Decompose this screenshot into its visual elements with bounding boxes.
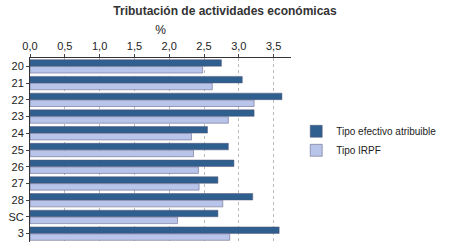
svg-text:26: 26	[12, 161, 24, 173]
svg-text:Tipo efectivo atribuible: Tipo efectivo atribuible	[336, 126, 436, 137]
svg-text:22: 22	[12, 94, 24, 106]
svg-text:21: 21	[12, 77, 24, 89]
svg-text:0,0: 0,0	[22, 40, 37, 52]
svg-text:3,0: 3,0	[231, 40, 246, 52]
svg-text:25: 25	[12, 144, 24, 156]
svg-text:3: 3	[18, 227, 24, 239]
svg-text:27: 27	[12, 177, 24, 189]
svg-text:23: 23	[12, 110, 24, 122]
svg-text:3,5: 3,5	[266, 40, 281, 52]
svg-text:2,0: 2,0	[162, 40, 177, 52]
svg-text:Tributación de actividades eco: Tributación de actividades económicas	[113, 4, 337, 18]
svg-text:20: 20	[12, 60, 24, 72]
svg-text:2,5: 2,5	[196, 40, 211, 52]
svg-text:%: %	[155, 23, 166, 37]
svg-text:0,5: 0,5	[57, 40, 72, 52]
svg-text:24: 24	[12, 127, 24, 139]
svg-text:1,5: 1,5	[127, 40, 142, 52]
svg-text:Tipo IRPF: Tipo IRPF	[336, 145, 381, 156]
svg-text:1,0: 1,0	[92, 40, 107, 52]
svg-text:28: 28	[12, 194, 24, 206]
svg-text:SC: SC	[9, 211, 24, 223]
